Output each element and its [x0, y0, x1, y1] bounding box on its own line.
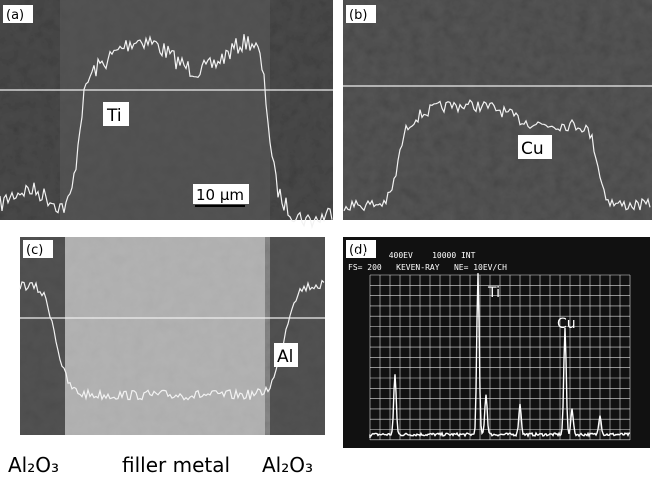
- element-label: Cu: [521, 139, 544, 159]
- spectrum-header: 0CH 400EV 10000 INT: [355, 251, 476, 260]
- element-label: Al: [277, 347, 293, 367]
- region-label: filler metal: [122, 453, 230, 477]
- panel-label: (b): [349, 8, 367, 23]
- panel-c-filler: [65, 237, 265, 435]
- panel-c-left: [20, 237, 65, 435]
- figure: (a) (b) (c) (d) Ti 10 µm Cu Al 0CH 400EV…: [0, 0, 652, 485]
- element-label: Ti: [106, 106, 122, 126]
- panel-label: (c): [26, 243, 43, 258]
- panel-label: (a): [6, 8, 24, 23]
- peak-label: Ti: [487, 285, 500, 301]
- scale-label: 10 µm: [196, 186, 244, 204]
- peak-label: Cu: [557, 316, 576, 332]
- region-label: Al₂O₃: [8, 453, 59, 477]
- panel-c-right: [270, 237, 325, 435]
- spectrum-header: FS= 200 KEVEN-RAY NE= 10EV/CH: [348, 263, 507, 272]
- region-label: Al₂O₃: [262, 453, 313, 477]
